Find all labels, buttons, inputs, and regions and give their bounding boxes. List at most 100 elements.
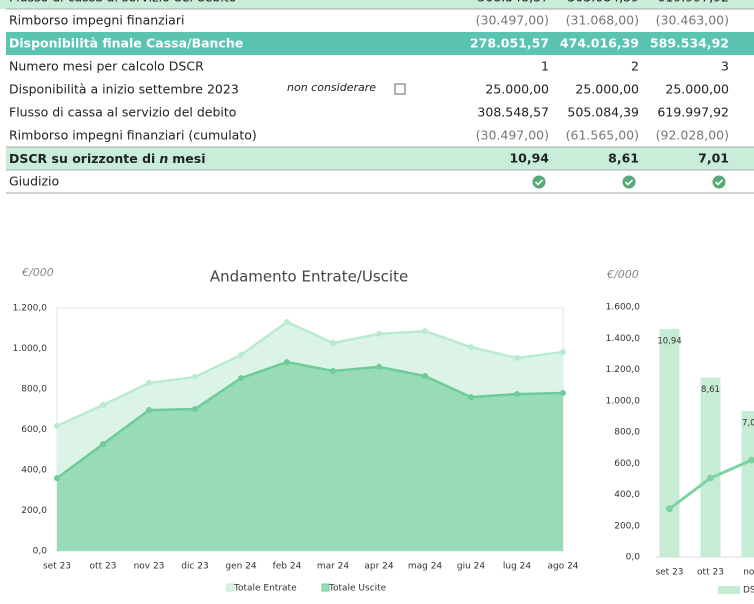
row-label-part: mesi [172, 151, 205, 166]
y-tick-label: 600,0 [614, 459, 640, 469]
point [54, 475, 60, 482]
legend-label: Totale Entrate [233, 584, 297, 594]
point [192, 406, 198, 413]
point [422, 328, 428, 335]
row-note: non considerare [287, 81, 376, 94]
point [707, 474, 714, 482]
row-band [0, 0, 754, 9]
cell-value: 25.000,00 [575, 82, 639, 97]
x-tick-label: ott 23 [697, 568, 724, 578]
ok-icon [712, 175, 726, 189]
unit-label: €/000 [21, 266, 54, 279]
x-tick-label: ott 23 [90, 562, 117, 572]
legend-swatch [321, 583, 330, 592]
legend-swatch [226, 583, 235, 592]
x-tick-label: ago 24 [547, 562, 578, 572]
cell-value: 1 [541, 59, 549, 74]
cell-value: 308.548,57 [477, 105, 549, 120]
point [468, 394, 474, 401]
cell-value: (30.497,00) [476, 128, 549, 143]
x-tick-label: lug 24 [503, 562, 532, 572]
point [54, 423, 60, 430]
cell-value: (92.028,00) [656, 128, 729, 143]
y-tick-label: 800,0 [21, 385, 47, 395]
row-band [6, 147, 754, 170]
ok-icon [532, 175, 546, 189]
cell-value: (31.068,00) [566, 13, 639, 28]
x-tick-label: apr 24 [364, 562, 394, 572]
cell-value: 278.051,57 [470, 36, 549, 51]
x-tick-label: mar 24 [317, 562, 350, 572]
x-tick-label: mag 24 [408, 562, 443, 572]
point [422, 373, 428, 380]
cell-value: 8,61 [608, 151, 639, 166]
line [56, 360, 564, 480]
row-label-part: DSCR su orizzonte di [9, 151, 155, 166]
x-tick-label: set 23 [43, 562, 71, 572]
y-tick-label: 0,0 [626, 553, 641, 563]
y-tick-label: 1.200,0 [13, 304, 48, 314]
row-label: Disponibilità finale Cassa/Banche [9, 36, 243, 51]
cell-value: 25.000,00 [665, 82, 729, 97]
point [238, 375, 244, 382]
row-label: Disponibilità a inizio settembre 2023 [9, 82, 239, 97]
row-label: Flusso di cassa al servizio del debito [9, 105, 236, 120]
y-tick-label: 200,0 [614, 521, 640, 531]
point [330, 367, 336, 374]
y-tick-label: 0,0 [33, 547, 48, 557]
point [560, 348, 566, 355]
unit-label: €/000 [606, 268, 639, 281]
point [330, 340, 336, 347]
cell-value: 7,01 [698, 151, 729, 166]
cell-value: 505.084,39 [567, 105, 639, 120]
x-tick-label: feb 24 [273, 562, 302, 572]
legend-label: DS [743, 586, 754, 596]
cell-value: 505.084,39 [567, 0, 639, 5]
y-tick-label: 1.000,0 [606, 396, 641, 406]
row-label: Numero mesi per calcolo DSCR [9, 59, 204, 74]
cell-value: 10,94 [509, 151, 549, 166]
y-tick-label: 1.000,0 [13, 344, 48, 354]
cell-value: (30.463,00) [656, 13, 729, 28]
cell-value: 589.534,92 [650, 36, 729, 51]
point [376, 330, 382, 337]
point [666, 505, 673, 513]
ok-icon [622, 175, 636, 189]
cell-value: 3 [721, 59, 729, 74]
row-label: Rimborso impegni finanziari [9, 13, 184, 28]
cell-value: (61.565,00) [566, 128, 639, 143]
bar [700, 377, 721, 557]
cell-value: 474.016,39 [560, 36, 639, 51]
y-tick-label: 400,0 [614, 490, 640, 500]
point [146, 407, 152, 414]
point [192, 374, 198, 381]
bar-value-label: 8,61 [701, 385, 720, 395]
point [514, 355, 520, 362]
y-tick-label: 800,0 [614, 428, 640, 438]
point [100, 401, 106, 408]
point [284, 359, 290, 366]
cell-value: (30.497,00) [476, 13, 549, 28]
point [100, 441, 106, 448]
y-tick-label: 600,0 [21, 425, 47, 435]
cell-value: 25.000,00 [485, 82, 549, 97]
cell-value: 308.548,57 [477, 0, 549, 5]
point [146, 379, 152, 386]
legend-swatch [718, 586, 740, 594]
bar-value-label: 10,94 [657, 337, 681, 347]
checkbox[interactable] [394, 83, 406, 95]
bar-value-label: 7,01 [742, 418, 754, 428]
row-label: Rimborso impegni finanziari (cumulato) [9, 128, 257, 143]
cell-value: 619.997,92 [657, 105, 729, 120]
legend-label: Totale Uscite [328, 584, 387, 594]
point [560, 390, 566, 397]
x-tick-label: set 23 [655, 568, 683, 578]
point [468, 344, 474, 351]
row-band [6, 32, 754, 55]
cell-value: 2 [631, 59, 639, 74]
y-tick-label: 200,0 [21, 506, 47, 516]
row-label: Flusso di cassa al servizio del debito [9, 0, 236, 5]
y-tick-label: 1.200,0 [606, 365, 641, 375]
cell-value: 619.997,92 [657, 0, 729, 5]
